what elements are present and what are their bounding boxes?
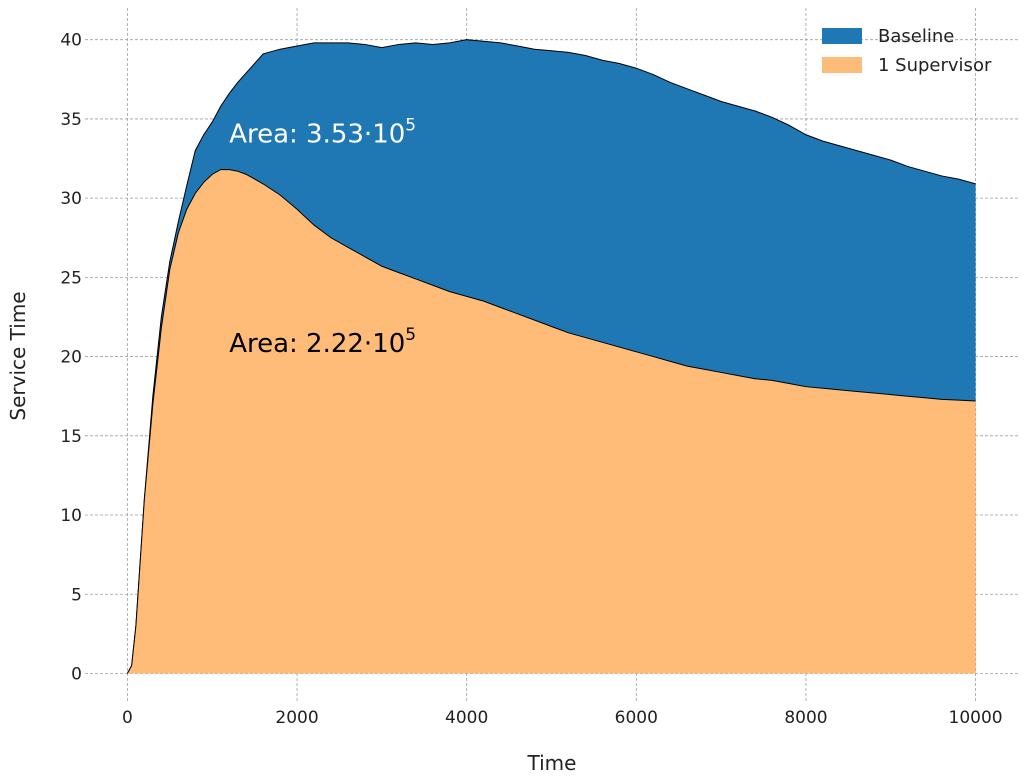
legend-swatch-baseline (822, 28, 862, 44)
y-tick-label: 30 (60, 189, 82, 209)
area-annotation-1: Area: 2.22·105 (229, 325, 416, 359)
legend-label-supervisor: 1 Supervisor (878, 55, 992, 76)
legend-swatch-supervisor (822, 57, 862, 73)
x-tick-label: 10000 (949, 708, 1003, 728)
x-tick-label: 2000 (275, 708, 318, 728)
y-tick-label: 15 (60, 427, 82, 447)
legend: Baseline 1 Supervisor (822, 26, 992, 76)
y-tick-label: 0 (71, 664, 82, 684)
x-tick-label: 0 (122, 708, 133, 728)
annotations: Area: 3.53·105 Area: 2.22·105 (229, 116, 416, 359)
area-1-supervisor (127, 169, 976, 674)
y-tick-label: 20 (60, 348, 82, 368)
x-tick-label: 4000 (445, 708, 488, 728)
y-tick-label: 10 (60, 506, 82, 526)
area-annotation-0: Area: 3.53·105 (229, 116, 416, 150)
x-tick-label: 8000 (784, 708, 827, 728)
y-axis-title: Service Time (6, 291, 30, 420)
y-tick-label: 40 (60, 31, 82, 51)
legend-label-baseline: Baseline (878, 26, 954, 47)
area-layer (126, 39, 976, 674)
line-1-supervisor (126, 169, 976, 674)
y-tick-label: 35 (60, 110, 82, 130)
y-tick-label: 5 (71, 585, 82, 605)
tick-labels: 0 2000 4000 6000 8000 10000 0 5 10 15 20 25 30 35 40 (60, 31, 1002, 728)
line-baseline (126, 39, 976, 674)
x-tick-label: 6000 (615, 708, 658, 728)
y-tick-label: 25 (60, 268, 82, 288)
x-axis-title: Time (527, 751, 577, 775)
